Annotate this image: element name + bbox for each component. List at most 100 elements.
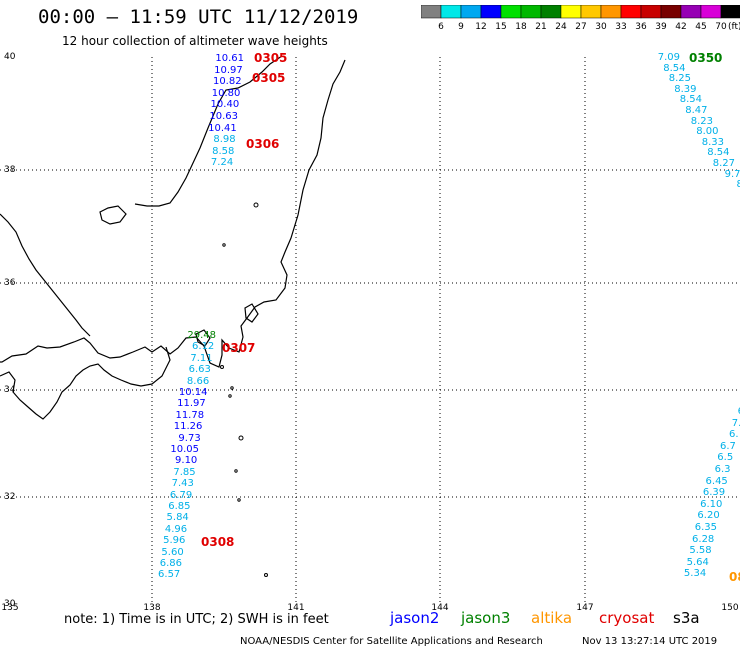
wave-height-value: 5.58 — [689, 545, 712, 557]
wave-height-value: 8.00 — [696, 126, 719, 138]
wave-height-value: 8.54 — [663, 62, 686, 74]
wave-height-value: 6.35 — [694, 522, 717, 533]
colorbar-swatch — [720, 5, 740, 19]
colorbar-tick-label: 24 — [555, 22, 567, 32]
colorbar-tick-label: 30 — [595, 22, 607, 32]
wave-height-value: 8.47 — [685, 105, 708, 116]
wave-height-value: 6.20 — [697, 510, 720, 522]
wave-height-value: 10.82 — [212, 76, 242, 88]
generated-timestamp: Nov 13 13:27:14 UTC 2019 — [582, 636, 718, 647]
colorbar-tick-label: 9 — [458, 22, 464, 32]
coastline — [0, 55, 346, 420]
latitude-label: 32 — [4, 492, 16, 502]
legend-jason2: jason2 — [390, 609, 440, 627]
colorbar-tick-label: 42 — [675, 22, 687, 32]
wave-height-value: 7.43 — [171, 478, 194, 490]
wave-height-value: 7. — [731, 417, 740, 429]
wave-height-value: 5.84 — [166, 512, 189, 524]
legend-s3a: s3a — [673, 609, 700, 627]
wave-height-value: 8.39 — [674, 83, 697, 95]
longitude-label: 150 — [721, 603, 739, 613]
colorbar-tick-label: 33 — [615, 22, 627, 32]
colorbar-tick-label: 15 — [495, 22, 507, 32]
wave-height-value: 8.54 — [707, 147, 730, 159]
latitude-label: 40 — [4, 52, 16, 62]
wave-height-value: 4.96 — [164, 523, 188, 535]
pass-time-label: 0305 — [252, 71, 286, 85]
wave-height-value: 8.23 — [690, 115, 713, 127]
wave-height-value: 6.86 — [159, 558, 182, 569]
wave-height-value: 6.39 — [702, 487, 726, 499]
pass-time-label: 0305 — [254, 51, 288, 65]
wave-height-value: 10.41 — [208, 122, 237, 134]
wave-height-value: 9.7 — [724, 168, 740, 180]
lat-lon-grid — [0, 57, 740, 604]
wave-height-value: 6.7 — [719, 440, 736, 452]
wave-height-value: 8.66 — [186, 375, 210, 387]
colorbar-tick-label: 18 — [515, 22, 527, 32]
latitude-label: 38 — [4, 165, 16, 175]
legend-cryosat: cryosat — [599, 609, 655, 627]
wave-height-value: 10.05 — [170, 444, 199, 455]
wave-height-value: 9.10 — [175, 455, 198, 467]
wave-height-value: 10.61 — [215, 53, 244, 64]
longitude-label: 138 — [143, 603, 161, 613]
wave-height-value: 10.80 — [211, 87, 241, 99]
wave-height-value: 6.10 — [700, 498, 723, 510]
wave-height-value: 6.57 — [158, 569, 181, 581]
colorbar-tick-label: 21 — [535, 22, 547, 32]
colorbar-tick-label: 36 — [635, 22, 647, 32]
wave-height-value: 6.5 — [717, 452, 734, 464]
pass-time-label: 08 — [729, 570, 740, 584]
wave-height-value: 29.48 — [187, 330, 216, 341]
pass-time-label: 0308 — [201, 535, 235, 549]
colorbar-tick-label: 45 — [695, 22, 707, 32]
wave-height-value: 8.54 — [679, 94, 702, 106]
wave-height-value: 7.85 — [173, 466, 196, 478]
latitude-label: 36 — [4, 278, 16, 288]
small-islands — [220, 202, 268, 577]
pass-time-label: 0306 — [246, 137, 280, 151]
colorbar-scale-labels: 6 9 12 15 18 21 24 27 30 33 36 39 42 45 70 — [421, 22, 740, 36]
map-title: 00:00 – 11:59 UTC 11/12/2019 — [38, 6, 359, 28]
wave-height-value: 8.98 — [213, 134, 236, 146]
units-note: note: 1) Time is in UTC; 2) SWH is in fe… — [64, 612, 329, 627]
wave-height-value: 10.63 — [209, 111, 238, 122]
legend-jason3: jason3 — [461, 609, 511, 627]
map-subtitle: 12 hour collection of altimeter wave hei… — [62, 34, 328, 48]
wave-height-value: 10.40 — [210, 99, 240, 111]
credit-line: NOAA/NESDIS Center for Satellite Applica… — [240, 636, 543, 647]
wave-height-value: 6.3 — [714, 464, 731, 475]
wave-height-value: 5.96 — [163, 535, 186, 547]
wave-height-value: 8.25 — [668, 73, 691, 85]
pass-time-label: 0307 — [222, 341, 256, 355]
wave-height-value: 8.33 — [701, 136, 724, 148]
wave-height-value: 8.58 — [212, 145, 235, 157]
wave-height-value: 8.27 — [712, 158, 735, 169]
wave-height-value: 9.73 — [178, 432, 201, 444]
wave-height-value: 7.09 — [657, 52, 680, 63]
pass-time-label: 0350 — [689, 51, 723, 65]
longitude-label: 135 — [1, 603, 19, 613]
latitude-label: 30 — [4, 599, 16, 609]
wave-height-value: 6.63 — [188, 364, 211, 376]
colorbar-tick-label: 27 — [575, 22, 587, 32]
longitude-label: 144 — [431, 603, 449, 613]
wave-height-value: 6 — [738, 407, 740, 417]
wave-height-value: 6.85 — [168, 501, 191, 512]
wave-height-value: 6. — [729, 429, 739, 441]
wave-height-value: 7.11 — [190, 352, 213, 364]
colorbar-tick-label: 12 — [475, 22, 487, 32]
wave-height-value: 6.28 — [692, 533, 715, 545]
wave-height-value: 6.79 — [169, 489, 193, 501]
wave-height-value: 5.34 — [683, 568, 707, 580]
colorbar-tick-label: 70 — [715, 22, 727, 32]
wave-height-value: 7.24 — [210, 157, 234, 169]
wave-height-value: 10.97 — [214, 64, 243, 76]
wave-height-value: 8. — [736, 179, 740, 191]
legend-altika: altika — [531, 609, 573, 627]
longitude-label: 141 — [287, 603, 305, 613]
wave-height-value: 11.26 — [173, 421, 203, 433]
wave-height-value: 11.78 — [175, 409, 205, 421]
